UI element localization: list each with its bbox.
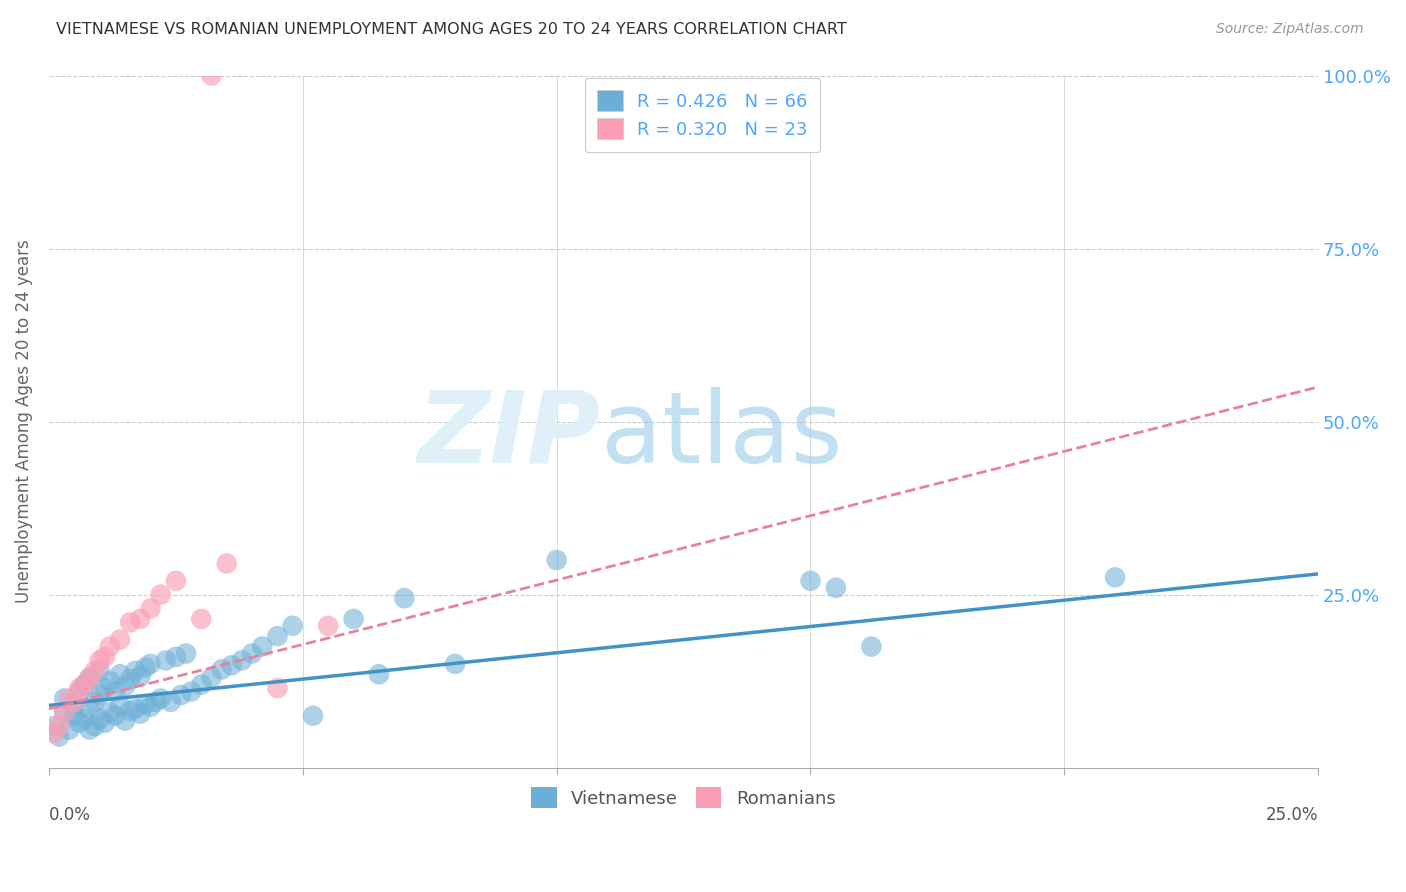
Point [120,672,142,686]
Point [42,726,65,740]
Y-axis label: Unemployment Among Ages 20 to 24 years: Unemployment Among Ages 20 to 24 years [15,240,32,604]
Point [89,664,111,678]
Point [155,653,177,667]
Point [129,612,152,626]
Point [124,664,146,678]
Point [200,671,222,685]
Point [134,697,156,711]
Point [79,702,101,716]
Point [190,612,212,626]
Text: 25.0%: 25.0% [1265,805,1319,824]
Point [42,719,65,733]
Point [94,681,117,695]
Point [211,662,233,676]
Point [180,684,202,698]
Point [63,695,86,709]
Point [134,660,156,674]
Point [98,674,121,689]
Point [266,681,288,695]
Text: VIETNAMESE VS ROMANIAN UNEMPLOYMENT AMONG AGES 20 TO 24 YEARS CORRELATION CHART: VIETNAMESE VS ROMANIAN UNEMPLOYMENT AMON… [56,22,846,37]
Point [250,640,273,654]
Point [368,667,391,681]
Point [129,669,152,683]
Point [546,553,568,567]
Point [129,706,152,721]
Point [94,715,117,730]
Point [316,619,339,633]
Point [67,715,90,730]
Point [73,678,96,692]
Point [83,719,105,733]
Point [89,712,111,726]
Point [799,574,821,588]
Point [266,629,288,643]
Point [145,695,167,709]
Point [215,557,238,571]
Point [53,706,76,720]
Point [394,591,416,606]
Point [342,612,364,626]
Point [114,714,136,728]
Point [860,640,883,654]
Point [165,649,187,664]
Text: 0.0%: 0.0% [49,805,91,824]
Point [200,69,222,83]
Text: Source: ZipAtlas.com: Source: ZipAtlas.com [1216,22,1364,37]
Point [139,657,162,671]
Point [67,684,90,698]
Point [165,574,187,588]
Point [53,691,76,706]
Point [231,653,253,667]
Point [98,706,121,720]
Point [824,581,846,595]
Point [139,699,162,714]
Point [444,657,467,671]
Point [73,678,96,692]
Point [104,708,127,723]
Point [221,658,243,673]
Point [190,678,212,692]
Point [174,647,197,661]
Point [108,667,131,681]
Point [73,712,96,726]
Point [58,691,80,706]
Point [240,647,263,661]
Point [79,671,101,685]
Point [79,723,101,737]
Point [124,702,146,716]
Point [58,723,80,737]
Point [89,653,111,667]
Point [98,640,121,654]
Point [108,698,131,713]
Point [79,671,101,685]
Point [281,619,304,633]
Point [170,688,193,702]
Point [159,695,181,709]
Point [114,679,136,693]
Point [67,681,90,695]
Point [139,601,162,615]
Point [63,698,86,713]
Text: atlas: atlas [600,387,842,484]
Point [83,695,105,709]
Point [1104,570,1126,584]
Point [149,691,172,706]
Point [149,588,172,602]
Point [120,704,142,718]
Point [302,708,325,723]
Point [108,632,131,647]
Point [94,649,117,664]
Point [83,664,105,678]
Point [89,688,111,702]
Point [48,730,70,744]
Point [104,684,127,698]
Point [120,615,142,630]
Point [48,719,70,733]
Point [53,706,76,720]
Legend: Vietnamese, Romanians: Vietnamese, Romanians [519,775,848,821]
Text: ZIP: ZIP [418,387,600,484]
Point [63,708,86,723]
